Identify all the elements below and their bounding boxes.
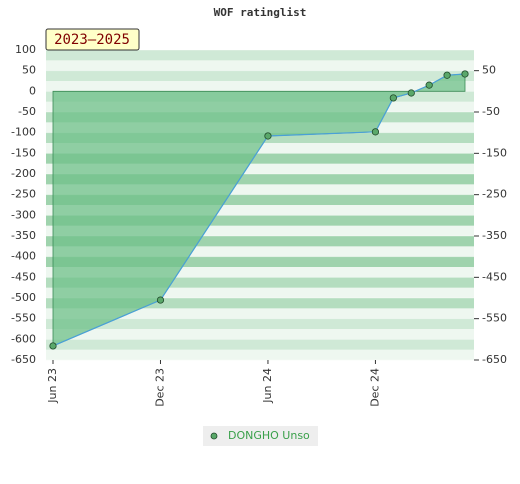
legend-label: DONGHO Unso [228, 429, 310, 442]
y-tick-label: 100 [15, 43, 36, 56]
x-tick-label: Jun 24 [261, 368, 274, 404]
x-tick-label: Jun 23 [46, 368, 59, 404]
y-tick-label: -50 [18, 105, 36, 118]
background-band [46, 267, 474, 278]
point [156, 296, 165, 304]
chart-title: WOF ratinglist [214, 6, 307, 19]
y-tick-label: 50 [22, 64, 36, 77]
background-band [46, 215, 474, 226]
y2-tick-label: -250 [482, 188, 507, 201]
x-tick-label: Dec 24 [368, 368, 381, 407]
background-band [46, 174, 474, 185]
background-band [46, 329, 474, 340]
point [425, 81, 433, 89]
y-tick-label: 0 [29, 84, 36, 97]
background-band [46, 339, 474, 350]
y-tick-label: -550 [11, 312, 36, 325]
point [407, 89, 415, 97]
y-tick-label: -500 [11, 291, 36, 304]
background-band [46, 246, 474, 257]
y-tick-label: -400 [11, 250, 36, 263]
background-band [46, 50, 474, 61]
y-tick-label: -250 [11, 188, 36, 201]
y2-tick-label: -550 [482, 312, 507, 325]
point [49, 342, 57, 350]
y-tick-label: -600 [11, 332, 36, 345]
background-band [46, 287, 474, 299]
point [461, 70, 469, 78]
background-band [46, 184, 474, 195]
background-band [46, 70, 474, 82]
annotation-text: 2023–2025 [54, 32, 130, 48]
y2-tick-label: -650 [482, 353, 507, 366]
y-tick-label: -150 [11, 146, 36, 159]
y2-tick-label: -150 [482, 146, 507, 159]
background-band [46, 225, 474, 237]
background-band [46, 256, 474, 268]
background-band [46, 277, 474, 288]
point [389, 94, 397, 102]
y-tick-label: -100 [11, 126, 36, 139]
y-tick-label: -650 [11, 353, 36, 366]
background-band [46, 81, 474, 92]
background-band [46, 194, 474, 206]
y2-tick-label: 50 [482, 64, 496, 77]
background-band [46, 308, 474, 319]
legend-marker [210, 432, 218, 440]
background-band [46, 153, 474, 164]
background-band [46, 298, 474, 309]
background-band [46, 163, 474, 175]
background-band [46, 349, 474, 361]
point [443, 71, 451, 79]
background-band [46, 205, 474, 216]
y-tick-label: -200 [11, 167, 36, 180]
legend-item: DONGHO Unso [203, 426, 318, 446]
x-tick-label: Dec 23 [153, 368, 166, 407]
background-band [46, 318, 474, 330]
y-tick-label: -450 [11, 270, 36, 283]
annotation-box [45, 28, 140, 51]
point [371, 128, 380, 136]
background-band [46, 236, 474, 247]
background-band [46, 60, 474, 71]
y2-tick-label: -450 [482, 270, 507, 283]
point [264, 132, 272, 140]
legend-box [203, 426, 318, 446]
annotation: 2023–2025 [45, 28, 140, 51]
y2-tick-label: -50 [482, 105, 500, 118]
y-tick-label: -350 [11, 229, 36, 242]
y2-tick-label: -350 [482, 229, 507, 242]
y-tick-label: -300 [11, 208, 36, 221]
